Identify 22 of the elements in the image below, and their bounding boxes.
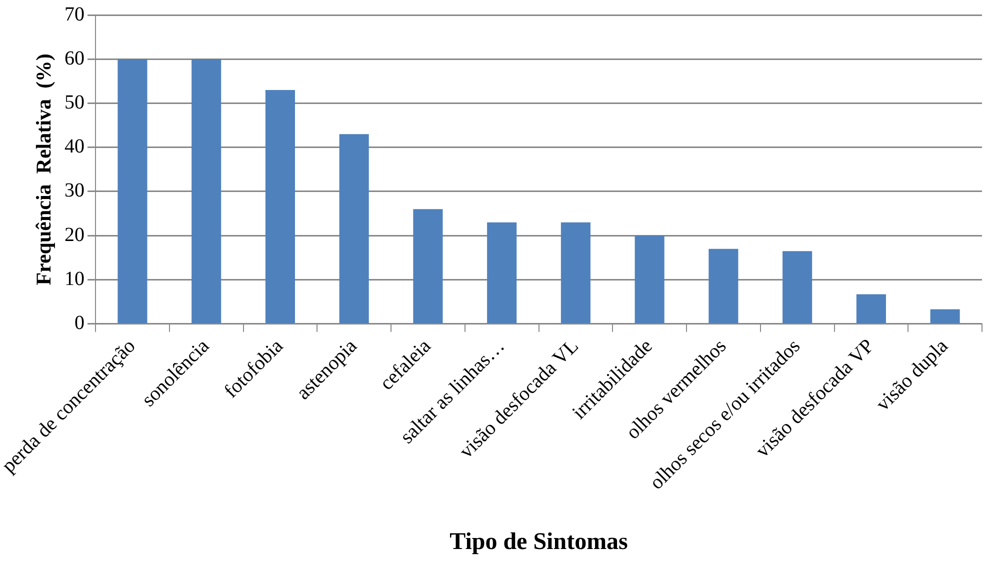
y-tick-label: 40 xyxy=(64,136,85,158)
bar xyxy=(634,236,664,324)
bar xyxy=(265,90,295,324)
y-tick-label: 0 xyxy=(74,312,85,334)
bar xyxy=(856,294,886,324)
bar xyxy=(708,248,738,324)
bar xyxy=(487,222,517,324)
bar xyxy=(782,251,812,324)
bar xyxy=(192,59,222,324)
y-tick-label: 70 xyxy=(64,3,85,26)
y-tick-label: 50 xyxy=(64,92,85,114)
bar xyxy=(118,59,148,324)
bar xyxy=(339,134,369,324)
bar xyxy=(930,309,960,324)
y-axis-title: Frequência Relativa (%) xyxy=(31,54,56,286)
bar xyxy=(560,222,590,324)
y-tick-label: 20 xyxy=(64,224,85,246)
y-tick-label: 30 xyxy=(64,180,85,202)
x-axis-title: Tipo de Sintomas xyxy=(450,528,628,555)
y-tick-label: 60 xyxy=(64,47,85,70)
bar xyxy=(413,209,443,324)
y-tick-label: 10 xyxy=(64,268,85,290)
